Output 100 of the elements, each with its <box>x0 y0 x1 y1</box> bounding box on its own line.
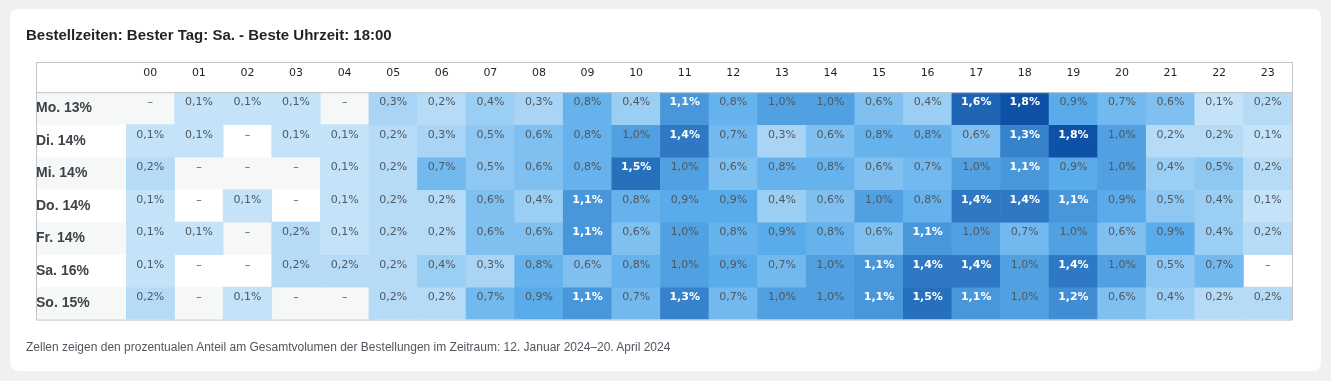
data-label: 0,7% <box>767 257 796 271</box>
data-label: 0,6% <box>622 225 651 239</box>
data-label: 0,9% <box>1059 95 1088 109</box>
data-label: 1,8% <box>1058 127 1089 141</box>
data-label: 0,6% <box>524 160 553 174</box>
data-label: 1,8% <box>1009 95 1041 109</box>
data-label: 0,6% <box>719 160 748 174</box>
data-label: 0,2% <box>379 290 408 304</box>
data-label: 0,4% <box>1156 160 1185 174</box>
data-label: 0,4% <box>1205 225 1234 239</box>
data-label: 1,4% <box>669 127 700 141</box>
data-label: 0,8% <box>622 192 651 206</box>
data-label: 0,2% <box>1205 290 1234 304</box>
data-label: 0,8% <box>719 225 748 239</box>
data-label: 0,4% <box>767 192 796 206</box>
data-label: 1,1% <box>1009 160 1041 174</box>
data-label: 0,5% <box>1205 160 1234 174</box>
text: – <box>196 257 202 271</box>
data-label: 0,6% <box>476 225 505 239</box>
data-label: 1,6% <box>960 95 992 109</box>
x-tick-label: 12 <box>726 66 741 80</box>
x-tick-label: 13 <box>774 66 789 80</box>
data-label: 1,0% <box>962 225 991 239</box>
x-tick-label: 16 <box>920 66 935 80</box>
x-tick-label: 05 <box>386 66 401 80</box>
x-tick-label: 02 <box>240 66 255 80</box>
x-tick-label: 15 <box>872 66 887 80</box>
data-label: 0,1% <box>136 225 165 239</box>
data-label: 1,4% <box>960 192 992 206</box>
data-label: 0,1% <box>136 257 165 271</box>
data-label: 0,6% <box>1156 95 1185 109</box>
data-label: 0,1% <box>184 127 213 141</box>
x-tick-label: 01 <box>191 66 206 80</box>
data-label: 0,1% <box>1253 127 1282 141</box>
data-label: 0,7% <box>1205 257 1234 271</box>
data-label: 0,4% <box>524 192 553 206</box>
x-tick-label: 07 <box>483 66 498 80</box>
data-label: 0,2% <box>427 192 456 206</box>
text: – <box>293 192 299 206</box>
data-label: 0,2% <box>330 257 359 271</box>
data-label: 0,1% <box>1205 95 1234 109</box>
x-tick-label: 11 <box>677 66 692 80</box>
data-label: 1,0% <box>1059 225 1088 239</box>
data-label: 0,6% <box>1107 290 1136 304</box>
data-label: 0,5% <box>476 160 505 174</box>
data-label: 0,2% <box>282 225 311 239</box>
data-label: 1,4% <box>1009 192 1041 206</box>
x-tick-label: 09 <box>580 66 595 80</box>
data-label: 0,7% <box>719 127 748 141</box>
data-label: 1,5% <box>620 160 652 174</box>
data-label: 1,3% <box>1009 127 1041 141</box>
data-label: 0,6% <box>865 225 894 239</box>
data-label: 0,2% <box>282 257 311 271</box>
data-label: 0,2% <box>427 95 456 109</box>
x-tick-label: 20 <box>1114 66 1129 80</box>
y-tick-label: Mo. 13% <box>36 99 93 116</box>
data-label: 1,3% <box>669 290 700 304</box>
data-label: 0,8% <box>719 95 748 109</box>
data-label: 0,1% <box>282 127 311 141</box>
data-label: 0,9% <box>670 192 699 206</box>
x-tick-label: 19 <box>1066 66 1081 80</box>
text: – <box>196 160 202 174</box>
data-label: 0,5% <box>1156 257 1185 271</box>
data-label: 0,8% <box>573 95 602 109</box>
data-label: 0,1% <box>233 290 262 304</box>
data-label: 0,2% <box>136 160 165 174</box>
data-label: 1,0% <box>962 160 991 174</box>
data-label: 0,8% <box>524 257 553 271</box>
data-label: 1,0% <box>767 95 796 109</box>
data-label: 0,6% <box>524 225 553 239</box>
data-label: 1,1% <box>572 225 603 239</box>
chart-title: Bestellzeiten: Bester Tag: Sa. - Beste Uhrzeit: 18:00 <box>26 26 392 43</box>
data-label: 1,0% <box>1010 257 1039 271</box>
y-tick-label: Di. 14% <box>36 131 87 148</box>
data-label: 0,1% <box>136 127 165 141</box>
text: – <box>147 95 154 109</box>
data-label: 0,4% <box>427 257 456 271</box>
data-label: 0,1% <box>330 225 359 239</box>
x-tick-label: 08 <box>531 66 546 80</box>
x-tick-label: 04 <box>337 66 352 80</box>
y-tick-label: Sa. 16% <box>36 261 90 278</box>
x-tick-label: 21 <box>1163 66 1178 80</box>
text: – <box>244 225 251 239</box>
text: – <box>341 290 348 304</box>
data-label: 0,1% <box>330 127 359 141</box>
data-label: 1,1% <box>1058 192 1089 206</box>
data-label: 1,0% <box>865 192 894 206</box>
data-label: 0,3% <box>379 95 408 109</box>
data-label: 0,4% <box>1205 192 1234 206</box>
data-label: 0,4% <box>622 95 651 109</box>
data-label: 0,9% <box>719 192 748 206</box>
data-label: 0,2% <box>1253 225 1282 239</box>
data-label: 1,0% <box>1107 127 1136 141</box>
y-tick-label: Mi. 14% <box>36 164 88 181</box>
data-label: 0,3% <box>427 127 456 141</box>
data-label: 0,6% <box>865 160 894 174</box>
data-label: 1,1% <box>572 290 603 304</box>
data-label: 1,4% <box>912 257 943 271</box>
data-label: 1,2% <box>1058 290 1089 304</box>
data-label: 1,1% <box>572 192 603 206</box>
